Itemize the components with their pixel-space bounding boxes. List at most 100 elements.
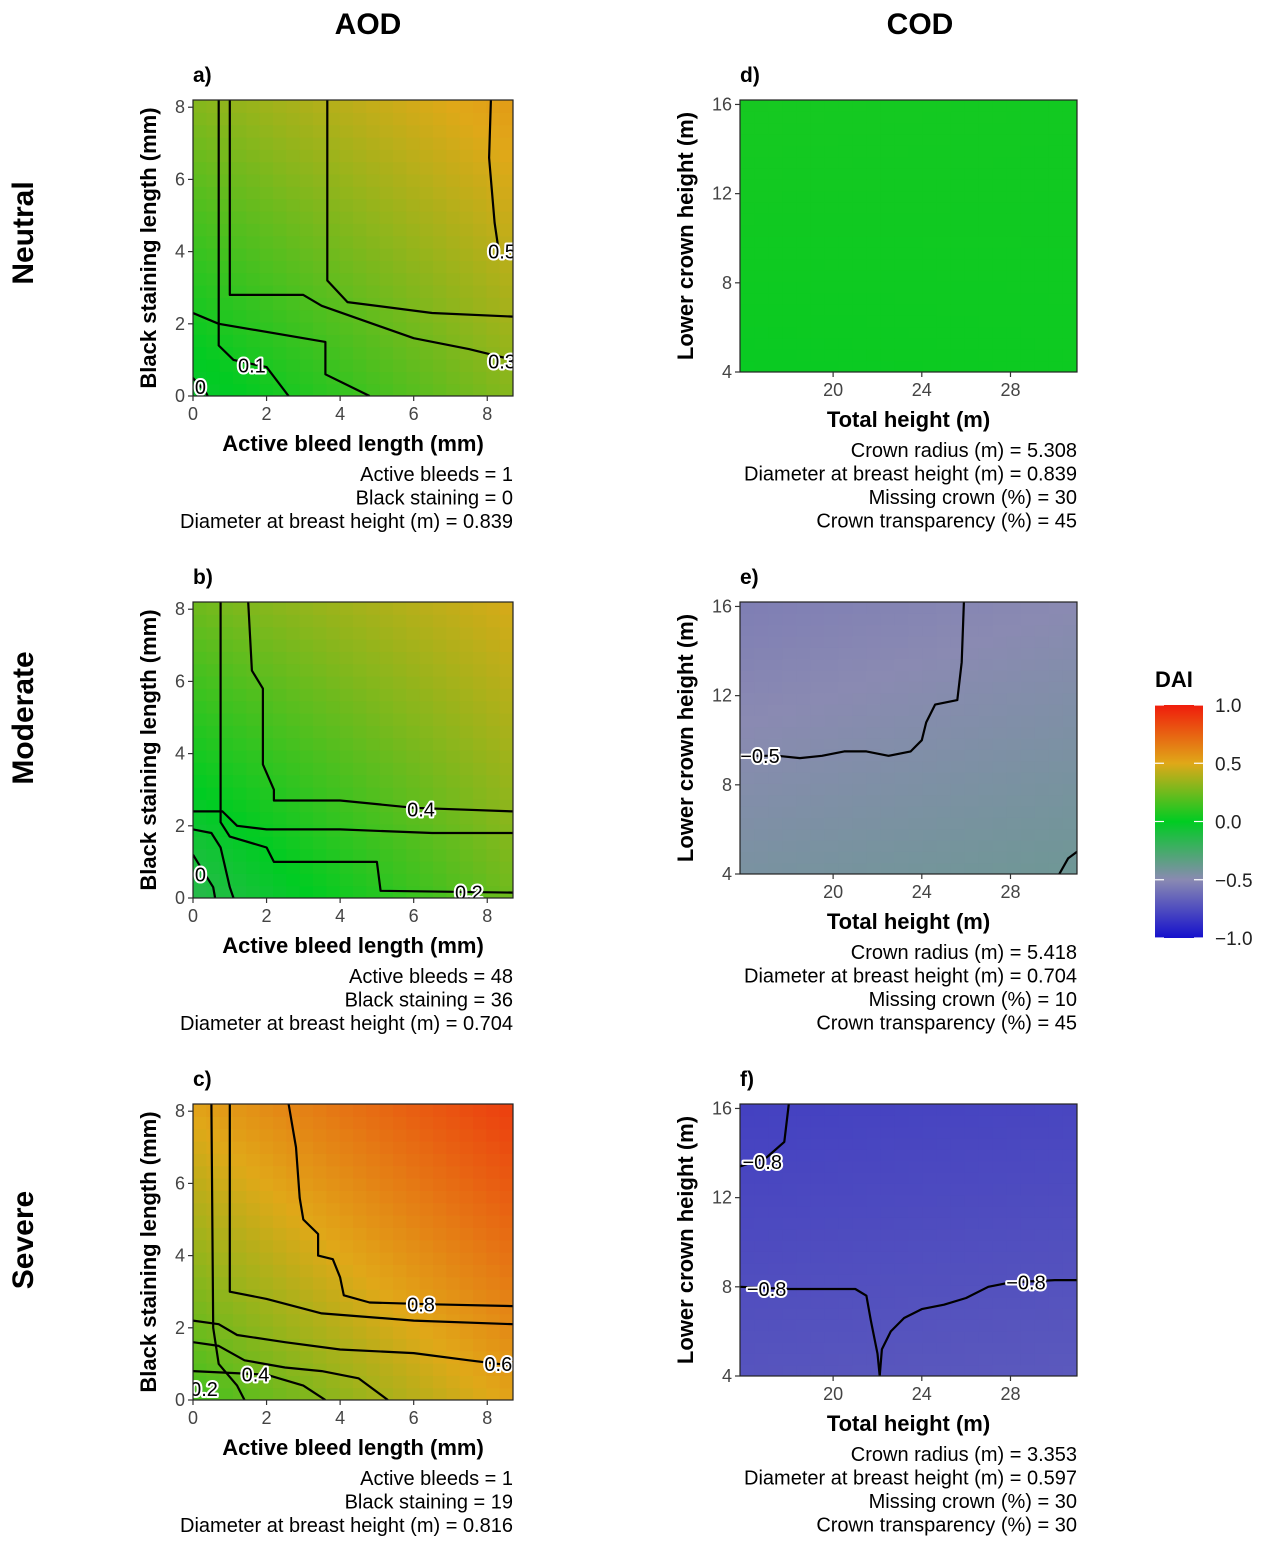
heatmap-cell <box>922 202 938 214</box>
heatmap-cell <box>193 272 207 286</box>
heatmap-cell <box>908 817 924 830</box>
heatmap-cell <box>393 211 407 224</box>
contour-label: 0.1 <box>238 355 266 377</box>
heatmap-cell <box>419 1338 434 1352</box>
heatmap-cell <box>393 371 407 385</box>
heatmap-cell <box>768 111 783 124</box>
heatmap-cell <box>754 806 769 818</box>
heatmap-cell <box>473 602 487 615</box>
heatmap-cell <box>473 762 487 776</box>
heatmap-cell <box>406 124 421 138</box>
heatmap-cell <box>379 309 394 323</box>
heatmap-cell <box>810 794 825 807</box>
heatmap-cell <box>366 248 381 261</box>
heatmap-cell <box>1062 1217 1077 1230</box>
heatmap-cell <box>379 383 394 396</box>
heatmap-cell <box>754 647 769 660</box>
heatmap-cell <box>1048 1364 1064 1376</box>
heatmap-cell <box>964 338 980 350</box>
heatmap-cell <box>908 304 924 316</box>
heatmap-cell <box>922 670 938 682</box>
y-tick-label: 6 <box>175 1173 185 1193</box>
heatmap-cell <box>1020 1364 1036 1376</box>
heatmap-cell <box>499 1375 513 1389</box>
heatmap-cell <box>299 663 314 677</box>
heatmap-cell <box>992 1274 1008 1286</box>
x-tick-label: 28 <box>1000 1384 1020 1404</box>
heatmap-cell <box>1006 1285 1022 1298</box>
heatmap-cell <box>978 1262 994 1275</box>
heatmap-cell <box>1006 1262 1022 1275</box>
heatmap-cell <box>964 122 980 135</box>
heatmap-cell <box>978 602 994 614</box>
heatmap-cell <box>193 1326 207 1339</box>
heatmap-cell <box>1062 134 1077 146</box>
heatmap-cell <box>796 1217 811 1230</box>
heatmap-cell <box>379 885 394 898</box>
heatmap-cell <box>366 1153 381 1167</box>
heatmap-cell <box>796 783 811 796</box>
heatmap-cell <box>1006 349 1022 362</box>
heatmap-cell <box>246 186 261 200</box>
heatmap-cell <box>768 1160 783 1173</box>
heatmap-cell <box>473 161 487 175</box>
heatmap-cell <box>313 1252 327 1265</box>
heatmap-cell <box>459 1338 474 1352</box>
heatmap-cell <box>880 213 896 226</box>
heatmap-cell <box>353 811 367 825</box>
heatmap-cell <box>406 787 421 800</box>
heatmap-cell <box>366 676 381 689</box>
heatmap-cell <box>286 137 301 150</box>
contour-line <box>193 1319 513 1367</box>
heatmap-cell <box>782 794 797 807</box>
y-tick-label: 8 <box>175 1101 185 1121</box>
heatmap-cell <box>1048 1160 1064 1173</box>
heatmap-cell <box>353 787 367 800</box>
heatmap-cell <box>353 260 367 274</box>
heatmap-cell <box>406 248 421 261</box>
heatmap-cell <box>1062 315 1077 328</box>
heatmap-cell <box>908 270 924 282</box>
heatmap-cell <box>754 1285 769 1298</box>
heatmap-cell <box>433 799 447 813</box>
heatmap-cell <box>446 811 461 825</box>
heatmap-cell <box>406 836 421 850</box>
heatmap-cell <box>339 848 354 862</box>
heatmap-cell <box>740 1149 755 1162</box>
heatmap-cell <box>193 1190 207 1204</box>
heatmap-cell <box>313 1153 327 1167</box>
heatmap-cell <box>824 1104 839 1116</box>
heatmap-cell <box>286 663 301 677</box>
heatmap-cell <box>446 1387 461 1400</box>
heatmap-cell <box>299 186 314 200</box>
heatmap-cell <box>473 248 487 261</box>
heatmap-cell <box>922 1126 938 1139</box>
heatmap-cell <box>1048 760 1064 773</box>
heatmap-cell <box>406 737 421 751</box>
heatmap-cell <box>908 1308 924 1320</box>
heatmap-cell <box>459 161 474 175</box>
heatmap-cell <box>1034 1172 1050 1184</box>
heatmap-cell <box>838 1319 853 1332</box>
heatmap-cell <box>810 247 825 260</box>
heatmap-cell <box>339 359 354 372</box>
heatmap-cell <box>894 1228 910 1241</box>
heatmap-cell <box>353 161 367 175</box>
heatmap-cell <box>1020 783 1036 796</box>
heatmap-cell <box>446 124 461 138</box>
heatmap-cell <box>810 111 825 124</box>
heatmap-cell <box>936 202 952 214</box>
heatmap-cell <box>894 111 910 124</box>
heatmap-cell <box>936 851 952 864</box>
heatmap-cell <box>754 304 769 316</box>
heatmap-cell <box>740 1160 755 1173</box>
heatmap-cell <box>259 885 274 898</box>
heatmap-cell <box>894 281 910 294</box>
heatmap-cell <box>259 211 274 224</box>
heatmap-cell <box>433 1227 447 1241</box>
heatmap-cell <box>473 1375 487 1389</box>
heatmap-cell <box>768 1206 783 1218</box>
heatmap-cell <box>273 1350 287 1364</box>
heatmap-cell <box>406 1190 421 1204</box>
heatmap-cell <box>894 315 910 328</box>
